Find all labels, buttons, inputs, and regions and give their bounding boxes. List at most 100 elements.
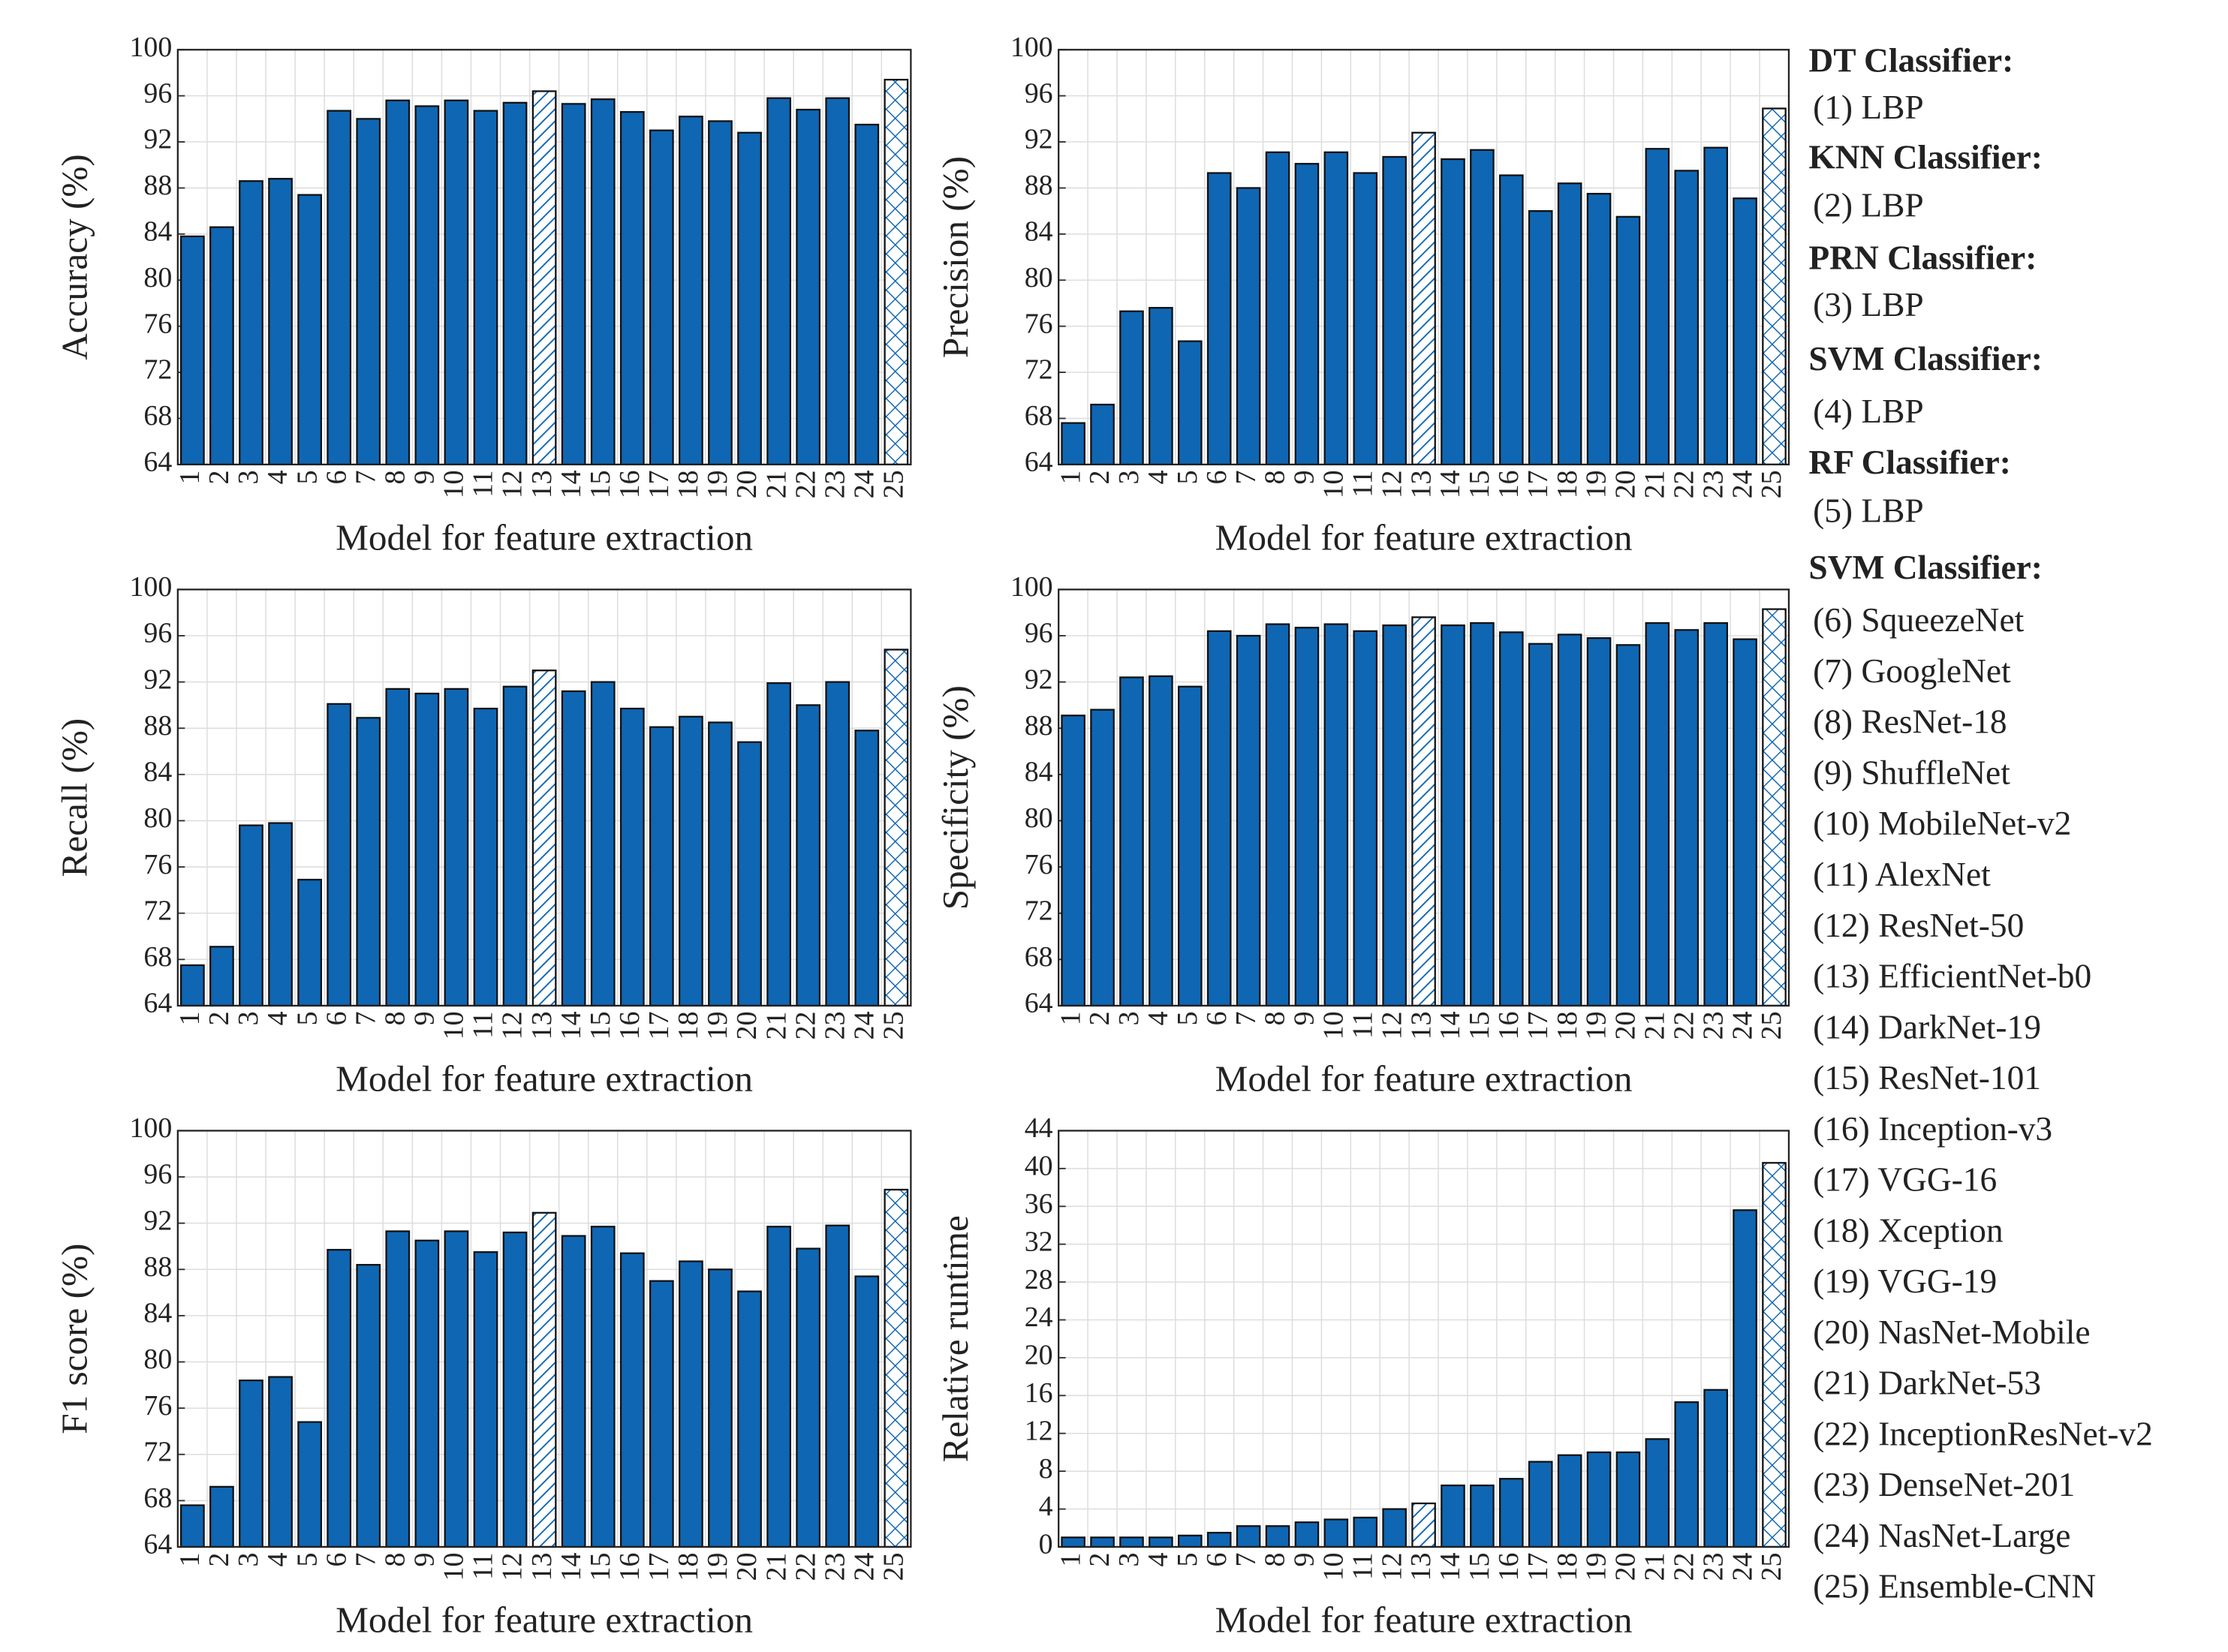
bar [1382, 1508, 1407, 1548]
legend-heading: DT Classifier: [1808, 42, 2013, 80]
x-tick-label: 4 [1143, 1552, 1174, 1566]
bar [268, 1376, 293, 1548]
bar [1265, 623, 1290, 1007]
x-tick-label: 22 [790, 1011, 821, 1040]
x-tick-label: 16 [614, 1011, 646, 1040]
y-tick-label: 40 [1025, 1151, 1053, 1182]
bar [1323, 623, 1349, 1007]
bar [1119, 1536, 1144, 1548]
bar [561, 1235, 586, 1548]
y-tick-label: 8 [1039, 1453, 1053, 1485]
x-tick-label: 19 [1581, 1011, 1612, 1040]
x-tick-label: 10 [438, 470, 470, 498]
x-tick-label: 6 [1201, 1553, 1233, 1567]
x-axis-label: Model for feature extraction [1215, 1599, 1633, 1640]
y-tick-label: 64 [143, 1529, 172, 1560]
bar [209, 226, 234, 465]
y-tick-label: 28 [1025, 1264, 1053, 1295]
x-tick-label: 5 [1172, 470, 1203, 484]
x-tick-label: 8 [379, 1553, 411, 1567]
y-tick-label: 4 [1039, 1491, 1053, 1522]
x-tick-label: 2 [1084, 1553, 1116, 1567]
bar [1236, 634, 1261, 1007]
x-tick-label: 7 [1230, 470, 1262, 484]
x-tick-label: 3 [1113, 1011, 1145, 1025]
bar [1586, 192, 1612, 465]
bar [1353, 1516, 1378, 1548]
legend-item: (8) ResNet-18 [1813, 703, 2007, 741]
x-tick-label: 21 [760, 470, 792, 498]
bar [1470, 149, 1495, 465]
bar [268, 178, 293, 465]
chart-panel: 6468727680848892961001234567891011121314… [935, 32, 1790, 558]
x-tick-label: 4 [262, 1011, 294, 1025]
legend-item: (22) InceptionResNet-v2 [1813, 1415, 2153, 1452]
x-tick-label: 14 [555, 1011, 587, 1040]
bar [1353, 630, 1378, 1007]
legend-item: (10) MobileNet-v2 [1813, 805, 2071, 842]
bar [1557, 1454, 1582, 1548]
bar [239, 180, 263, 465]
x-tick-label: 5 [291, 470, 323, 484]
bar [473, 707, 498, 1007]
bar [590, 1226, 616, 1548]
y-tick-label: 76 [143, 308, 172, 339]
x-tick-label: 21 [1639, 470, 1671, 498]
bar [1762, 608, 1787, 1007]
bar [1119, 676, 1144, 1007]
x-tick-label: 16 [1493, 1011, 1525, 1040]
bar [1411, 1502, 1436, 1548]
legend-item: (19) VGG-19 [1813, 1262, 1997, 1300]
x-tick-label: 4 [262, 470, 294, 484]
x-tick-label: 11 [1347, 1011, 1378, 1038]
bar [737, 741, 762, 1007]
chart-panel: 6468727680848892961001234567891011121314… [54, 571, 912, 1099]
y-tick-label: 44 [1025, 1112, 1053, 1144]
legend-item: (21) DarkNet-53 [1813, 1365, 2041, 1402]
legend-heading: SVM Classifier: [1808, 340, 2042, 378]
bar [1236, 187, 1261, 465]
bar [766, 97, 791, 465]
y-tick-label: 80 [143, 802, 172, 834]
x-tick-label: 25 [878, 1553, 910, 1581]
legend-item: (20) NasNet-Mobile [1813, 1313, 2090, 1351]
x-tick-label: 1 [174, 1011, 206, 1025]
bar [796, 108, 821, 465]
legend-item: (25) Ensemble-CNN [1813, 1568, 2096, 1605]
legend-item: (2) LBP [1813, 187, 1924, 224]
bar [649, 1280, 674, 1548]
bar [649, 129, 674, 465]
chart-panel: 0481216202428323640441234567891011121314… [935, 1112, 1790, 1640]
y-tick-label: 88 [143, 710, 172, 742]
x-tick-label: 18 [673, 1011, 704, 1040]
x-tick-label: 18 [1552, 1553, 1583, 1581]
x-tick-label: 21 [760, 1011, 792, 1040]
bar [1061, 1536, 1085, 1548]
bar [1645, 1438, 1670, 1548]
x-tick-label: 5 [291, 1553, 323, 1567]
bar [1441, 1484, 1465, 1548]
bar [444, 1230, 469, 1548]
x-tick-label: 24 [1727, 470, 1758, 498]
bar [239, 824, 263, 1007]
bar [1353, 172, 1378, 465]
chart-panel: 6468727680848892961001234567891011121314… [54, 1112, 912, 1640]
bar [561, 103, 586, 465]
bar [1528, 1461, 1553, 1548]
bar [385, 99, 411, 465]
y-tick-label: 96 [143, 1159, 172, 1190]
bar [619, 110, 645, 465]
y-axis-label: Recall (%) [54, 718, 95, 877]
x-tick-label: 13 [526, 1011, 558, 1040]
bar [531, 1211, 557, 1548]
x-tick-label: 7 [350, 470, 381, 484]
plot-frame [1058, 588, 1790, 1007]
y-tick-label: 68 [1025, 941, 1053, 973]
bar [825, 681, 851, 1007]
x-tick-label: 12 [497, 1011, 528, 1040]
x-tick-label: 11 [1347, 1553, 1378, 1580]
bar [179, 235, 205, 465]
bar [1090, 403, 1115, 465]
x-tick-label: 22 [790, 1553, 821, 1581]
bar [619, 1252, 645, 1548]
